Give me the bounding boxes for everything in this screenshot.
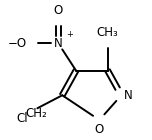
Text: O: O — [95, 123, 104, 136]
Text: −O: −O — [7, 37, 27, 50]
Text: N: N — [124, 89, 133, 102]
Text: CH₂: CH₂ — [25, 107, 47, 120]
Text: +: + — [66, 30, 73, 39]
Text: CH₃: CH₃ — [97, 26, 118, 39]
Text: N: N — [54, 37, 62, 50]
Text: Cl: Cl — [17, 112, 28, 125]
Text: O: O — [54, 4, 63, 17]
